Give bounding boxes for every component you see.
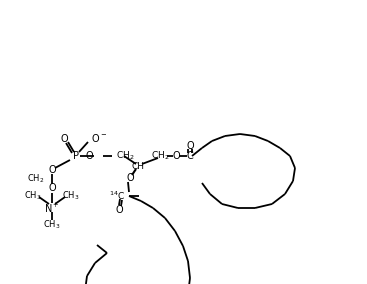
Text: O: O xyxy=(186,141,194,151)
Text: O$^-$: O$^-$ xyxy=(91,132,107,144)
Text: P: P xyxy=(73,151,79,161)
Text: O: O xyxy=(115,205,123,215)
Text: N$^+$: N$^+$ xyxy=(44,201,60,214)
Text: CH$_2$: CH$_2$ xyxy=(27,173,44,185)
Text: CH$_3$: CH$_3$ xyxy=(62,190,80,202)
Text: O: O xyxy=(172,151,180,161)
Text: O: O xyxy=(60,134,68,144)
Text: CH$_3$: CH$_3$ xyxy=(43,219,61,231)
Text: O: O xyxy=(48,183,56,193)
Text: C: C xyxy=(187,151,193,161)
Text: O: O xyxy=(85,151,93,161)
Text: CH$_2$: CH$_2$ xyxy=(116,150,135,162)
Text: CH$_2$: CH$_2$ xyxy=(151,150,169,162)
Text: CH: CH xyxy=(131,162,145,170)
Text: O: O xyxy=(126,173,134,183)
Text: $^{14}$C: $^{14}$C xyxy=(109,190,125,202)
Text: O: O xyxy=(48,165,56,175)
Text: CH$_3$: CH$_3$ xyxy=(24,190,42,202)
